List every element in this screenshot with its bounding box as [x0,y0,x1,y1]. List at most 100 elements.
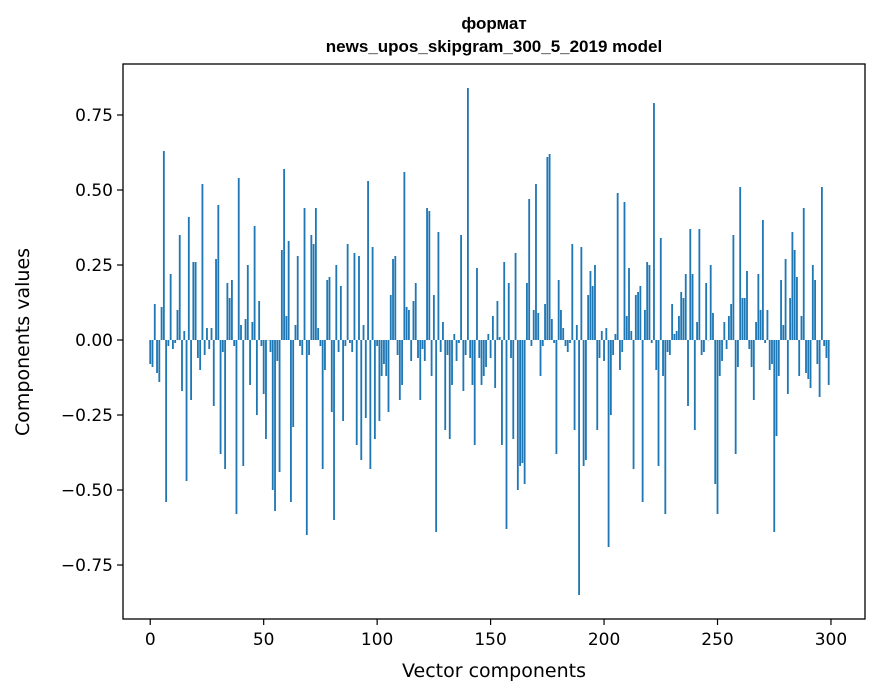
chart-title-line-1: формат [461,14,526,33]
bar [308,340,310,355]
bar [523,340,526,484]
bar [156,340,158,373]
bar [476,268,478,340]
bar [671,304,674,340]
bar [419,340,422,400]
bar [687,340,689,406]
bar [784,259,787,340]
bar [607,340,610,547]
x-tick-label: 200 [588,630,620,650]
bar [498,337,501,340]
bar [739,187,742,340]
chart-title-line-2: news_upos_skipgram_300_5_2019 model [326,37,662,56]
bar [278,340,281,472]
bar [181,340,183,391]
bar [258,301,261,340]
bar [571,244,574,340]
bar [219,340,222,454]
bar [732,235,735,340]
bar [455,340,458,361]
bar [233,340,236,346]
bar [712,313,714,340]
bar [516,340,519,490]
y-tick-label: 0.50 [75,181,113,201]
bar [614,334,617,340]
x-tick-label: 100 [361,630,393,650]
bar [546,157,549,340]
y-tick-label: 0.00 [75,331,113,351]
bar [451,340,453,385]
bar [514,253,517,340]
bar [825,340,828,358]
bar [367,181,369,340]
bar [680,292,683,340]
bar [619,340,621,370]
y-tick-label: −0.50 [61,481,113,501]
bar [301,340,304,355]
bar [578,340,580,595]
bar [594,265,596,340]
bar [750,340,753,367]
bar [659,238,662,340]
bar [423,340,426,361]
bar [748,340,751,349]
bar [741,298,744,340]
bar [178,235,181,340]
bar [786,340,789,394]
bar [183,331,186,340]
bar [759,310,762,340]
bar [324,340,326,370]
bar [185,340,188,481]
bar [809,340,812,388]
bar [507,283,510,340]
bar [430,340,433,376]
bar [684,274,687,340]
bar [637,292,639,340]
x-tick-label: 150 [474,630,506,650]
bar [702,340,705,352]
bar [641,340,644,502]
bar [725,340,728,349]
y-tick-label: −0.25 [61,406,113,426]
bar [172,340,174,349]
bar [403,172,406,340]
bar [564,340,567,346]
bar [453,334,456,340]
bar [766,310,769,340]
bar [176,310,179,340]
bar [305,340,308,535]
bar [487,334,490,340]
bar [444,340,447,430]
bar [240,325,242,340]
bar [639,286,642,340]
bar [471,340,474,385]
bar [262,340,265,394]
bar [582,340,585,466]
bar [373,340,376,439]
y-tick-label: 0.25 [75,256,113,276]
bar [800,316,803,340]
bar [414,283,417,340]
bar [544,304,546,340]
bar [174,340,177,343]
bar [519,340,522,466]
bar [221,340,224,352]
bar [696,322,698,340]
bar [446,340,449,355]
bar [550,319,553,340]
bar [435,340,438,532]
bar [662,340,664,376]
bar [299,340,301,346]
bar [541,340,544,346]
bar [605,328,608,340]
bar [718,340,721,376]
x-tick-label: 50 [253,630,275,650]
bar [491,316,494,340]
bar [276,340,279,361]
bar [539,340,542,376]
bar [505,340,508,529]
bar [755,322,757,340]
bar [371,247,374,340]
bar [387,340,390,412]
